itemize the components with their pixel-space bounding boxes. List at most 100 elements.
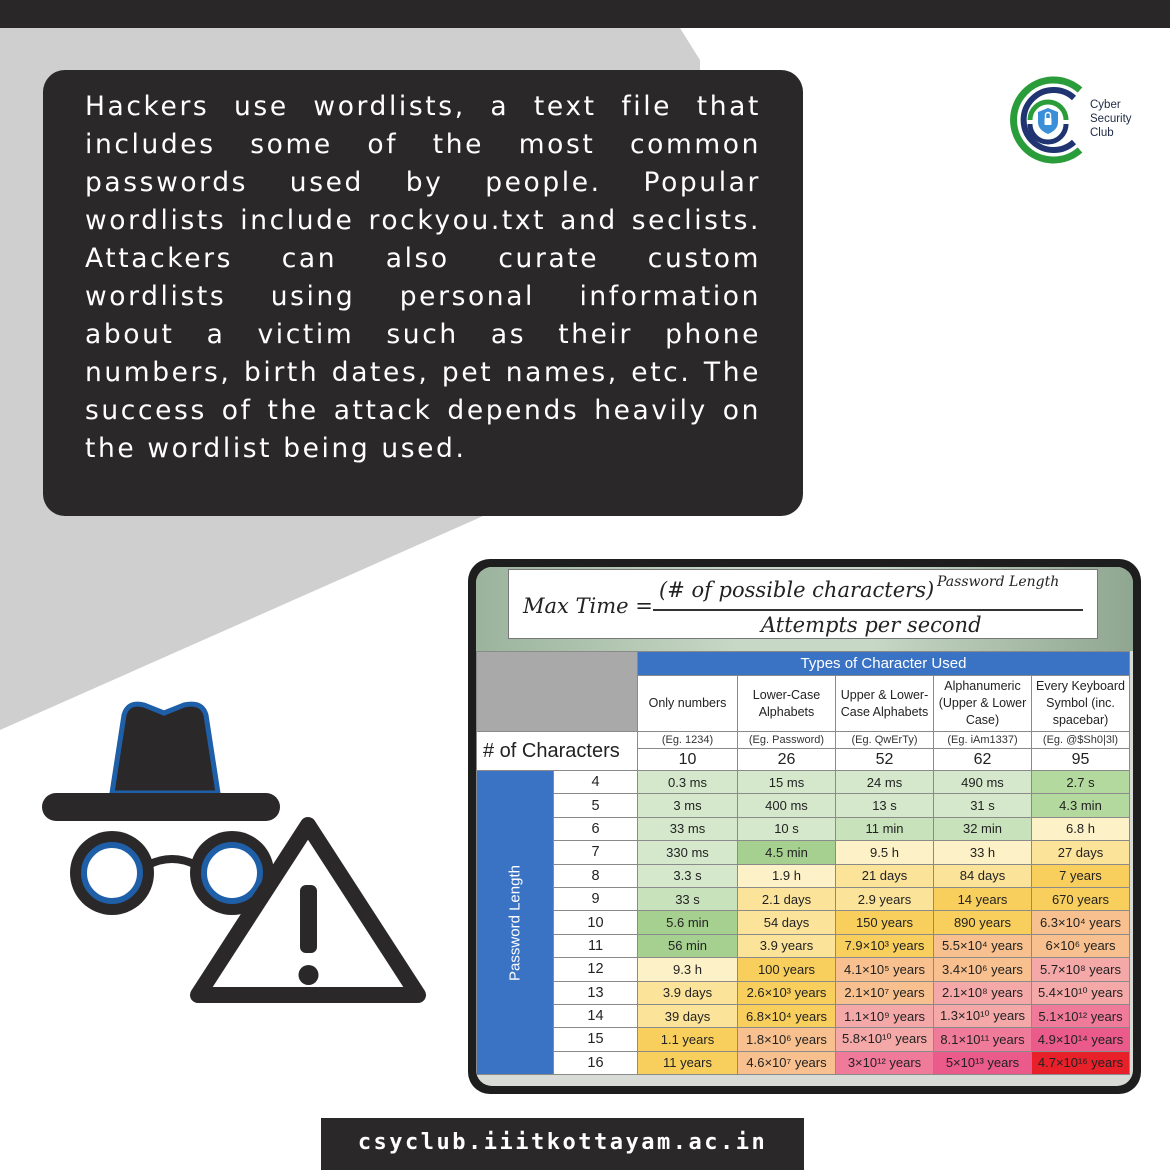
column-example: (Eg. Password)	[737, 731, 836, 749]
crack-time-cell: 4.3 min	[1031, 793, 1130, 818]
column-header: Lower-Case Alphabets	[737, 675, 836, 732]
crack-time-cell: 1.3×10¹⁰ years	[933, 1003, 1032, 1029]
crack-time-cell: 4.5 min	[737, 840, 836, 865]
table-row: 6 33 ms 10 s 11 min 32 min 6.8 h	[477, 816, 1130, 842]
crack-time-cell: 1.8×10⁶ years	[737, 1027, 836, 1052]
password-length-cell: 8	[553, 863, 638, 888]
crack-time-cell: 9.3 h	[637, 957, 738, 982]
crack-time-cell: 3.9 days	[637, 980, 738, 1005]
crack-time-cell: 1.1×10⁹ years	[835, 1003, 934, 1029]
crack-time-cell: 890 years	[933, 910, 1032, 935]
password-length-cell: 11	[553, 933, 638, 959]
crack-time-cell: 100 years	[737, 957, 836, 982]
password-length-cell: 7	[553, 840, 638, 865]
crack-time-cell: 1.1 years	[637, 1027, 738, 1052]
crack-time-cell: 4.7×10¹⁶ years	[1031, 1050, 1130, 1076]
column-char-count: 10	[637, 748, 738, 771]
password-length-cell: 6	[553, 816, 638, 842]
glasses-icon	[70, 831, 274, 915]
crack-time-cell: 0.3 ms	[637, 769, 738, 795]
crack-time-cell: 330 ms	[637, 840, 738, 865]
crack-time-cell: 14 years	[933, 886, 1032, 912]
column-header: Alphanumeric (Upper & Lower Case)	[933, 675, 1032, 732]
crack-time-cell: 5.6 min	[637, 910, 738, 935]
crack-time-cell: 3.3 s	[637, 863, 738, 888]
crack-time-cell: 3.4×10⁶ years	[933, 957, 1032, 982]
logo-text: Cyber Security Club	[1090, 98, 1132, 140]
crack-time-cell: 39 days	[637, 1003, 738, 1029]
password-length-cell: 4	[553, 769, 638, 795]
crack-time-cell: 33 s	[637, 886, 738, 912]
password-length-cell: 5	[553, 793, 638, 818]
column-char-count: 26	[737, 748, 836, 771]
types-header: Types of Character Used	[637, 651, 1130, 676]
column-example: (Eg. QwErTy)	[835, 731, 934, 749]
password-length-cell: 14	[553, 1003, 638, 1029]
crack-time-cell: 2.7 s	[1031, 769, 1130, 795]
crack-time-cell: 2.1 days	[737, 886, 836, 912]
formula-lhs: Max Time =	[523, 594, 653, 618]
crack-time-cell: 11 years	[637, 1050, 738, 1076]
crack-time-cell: 6.8 h	[1031, 816, 1130, 842]
footer-url-link[interactable]: csyclub.iiitkottayam.ac.in	[357, 1130, 768, 1155]
crack-time-cell: 31 s	[933, 793, 1032, 818]
crack-time-cell: 27 days	[1031, 840, 1130, 865]
logo-line-1: Cyber	[1090, 99, 1121, 111]
formula-denominator: Attempts per second	[761, 613, 982, 637]
table-row: 12 9.3 h 100 years 4.1×10⁵ years 3.4×10⁶ yea…	[477, 957, 1130, 982]
password-length-cell: 10	[553, 910, 638, 935]
crack-time-cell: 2.6×10³ years	[737, 980, 836, 1005]
table-row: 11 56 min 3.9 years 7.9×10³ years 5.5×10⁴ ye…	[477, 933, 1130, 959]
crack-time-cell: 4.9×10¹⁴ years	[1031, 1027, 1130, 1052]
column-char-count: 95	[1031, 748, 1130, 771]
formula-fraction-line	[653, 609, 1083, 611]
crack-time-cell: 24 ms	[835, 769, 934, 795]
column-example: (Eg. iAm1337)	[933, 731, 1032, 749]
password-table-inner: Max Time = (# of possible characters) Pa…	[476, 567, 1133, 1086]
crack-time-cell: 1.9 h	[737, 863, 836, 888]
password-length-cell: 9	[553, 886, 638, 912]
crack-time-cell: 9.5 h	[835, 840, 934, 865]
column-char-count: 62	[933, 748, 1032, 771]
crack-time-cell: 21 days	[835, 863, 934, 888]
crack-time-cell: 5.1×10¹² years	[1031, 1003, 1130, 1029]
crack-time-cell: 4.1×10⁵ years	[835, 957, 934, 982]
table-row: 14 39 days 6.8×10⁴ years 1.1×10⁹ years 1.3×1…	[477, 1003, 1130, 1029]
crack-time-cell: 7 years	[1031, 863, 1130, 888]
crack-time-cell: 5.4×10¹⁰ years	[1031, 980, 1130, 1005]
table-row: 7 330 ms 4.5 min 9.5 h 33 h 27 days	[477, 840, 1130, 865]
password-length-cell: 12	[553, 957, 638, 982]
crack-time-cell: 490 ms	[933, 769, 1032, 795]
crack-time-cell: 3.9 years	[737, 933, 836, 959]
crack-time-cell: 33 ms	[637, 816, 738, 842]
crack-time-cell: 5.8×10¹⁰ years	[835, 1027, 934, 1052]
table-row: Password Length 4 0.3 ms 15 ms 24 ms 490 ms 2.…	[476, 769, 1130, 1076]
crack-time-cell: 6.8×10⁴ years	[737, 1003, 836, 1029]
crack-time-cell: 10 s	[737, 816, 836, 842]
crack-time-cell: 5.5×10⁴ years	[933, 933, 1032, 959]
table-row: 16 11 years 4.6×10⁷ years 3×10¹² years 5×10¹…	[477, 1050, 1130, 1076]
crack-time-cell: 6×10⁶ years	[1031, 933, 1130, 959]
crack-time-table: Types of Character Used Only numbers Low…	[476, 651, 1130, 1076]
crack-time-cell: 11 min	[835, 816, 934, 842]
shield-lock-icon	[1038, 108, 1058, 134]
table-row: 8 3.3 s 1.9 h 21 days 84 days 7 years	[477, 863, 1130, 888]
crack-time-cell: 13 s	[835, 793, 934, 818]
warning-triangle-icon	[190, 817, 426, 1003]
hat-icon	[42, 701, 280, 821]
table-row: 13 3.9 days 2.6×10³ years 2.1×10⁷ years 2.1×…	[477, 980, 1130, 1005]
column-header: Upper & Lower-Case Alphabets	[835, 675, 934, 732]
table-body: Password Length 4 0.3 ms 15 ms 24 ms 490 ms 2.…	[476, 769, 1130, 1076]
formula-exponent: Password Length	[937, 574, 1060, 590]
crack-time-cell: 7.9×10³ years	[835, 933, 934, 959]
table-row: 10 5.6 min 54 days 150 years 890 years 6.3×10…	[477, 910, 1130, 935]
footer-url-bar[interactable]: csyclub.iiitkottayam.ac.in	[321, 1118, 804, 1170]
crack-time-cell: 56 min	[637, 933, 738, 959]
password-length-cell: 16	[553, 1050, 638, 1076]
crack-time-cell: 5×10¹³ years	[933, 1050, 1032, 1076]
crack-time-cell: 6.3×10⁴ years	[1031, 910, 1130, 935]
logo-line-3: Club	[1090, 127, 1114, 139]
column-header: Every Keyboard Symbol (inc. spacebar)	[1031, 675, 1130, 732]
column-char-count: 52	[835, 748, 934, 771]
cyber-security-club-logo	[1010, 76, 1083, 164]
